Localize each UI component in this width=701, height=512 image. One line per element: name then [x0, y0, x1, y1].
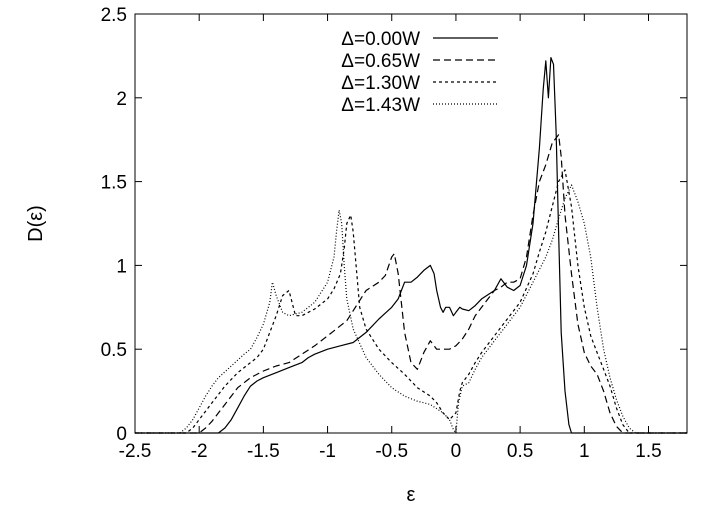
plot-frame: [134, 13, 688, 434]
y-tick-label: 1.5: [101, 173, 127, 194]
legend-label: Δ=1.43W: [341, 95, 420, 116]
y-tick-label: 2.5: [101, 5, 127, 26]
y-tick-label: 0: [116, 424, 127, 445]
x-tick-label: -1: [319, 441, 336, 462]
y-tick-label: 1: [116, 256, 127, 277]
legend-label: Δ=0.00W: [341, 29, 420, 50]
x-tick-label: 0: [451, 441, 462, 462]
series-line-3: [135, 169, 687, 434]
y-tick-label: 2: [116, 89, 127, 110]
x-tick-label: -1.5: [247, 441, 280, 462]
x-tick-label: 1: [579, 441, 590, 462]
x-tick-label: -0.5: [375, 441, 408, 462]
series-layer: [135, 57, 687, 434]
y-axis-label: D(ε): [25, 205, 47, 242]
x-tick-label: -2.5: [119, 441, 152, 462]
axes: -2.5 -2 -1.5 -1 -0.5 0 0.5 1 1.5 0 0.5 1 1.5 2 2.5: [101, 5, 688, 462]
legend-label: Δ=0.65W: [341, 51, 420, 72]
series-line-1: [135, 57, 687, 434]
x-tick-label: -2: [191, 441, 208, 462]
x-axis-label: ε: [407, 484, 416, 506]
x-tick-label: 0.5: [507, 441, 533, 462]
series-line-4: [135, 184, 687, 434]
series-line-2: [135, 134, 687, 434]
x-tick-label: 1.5: [635, 441, 661, 462]
y-tick-label: 0.5: [101, 340, 127, 361]
legend-label: Δ=1.30W: [341, 73, 420, 94]
